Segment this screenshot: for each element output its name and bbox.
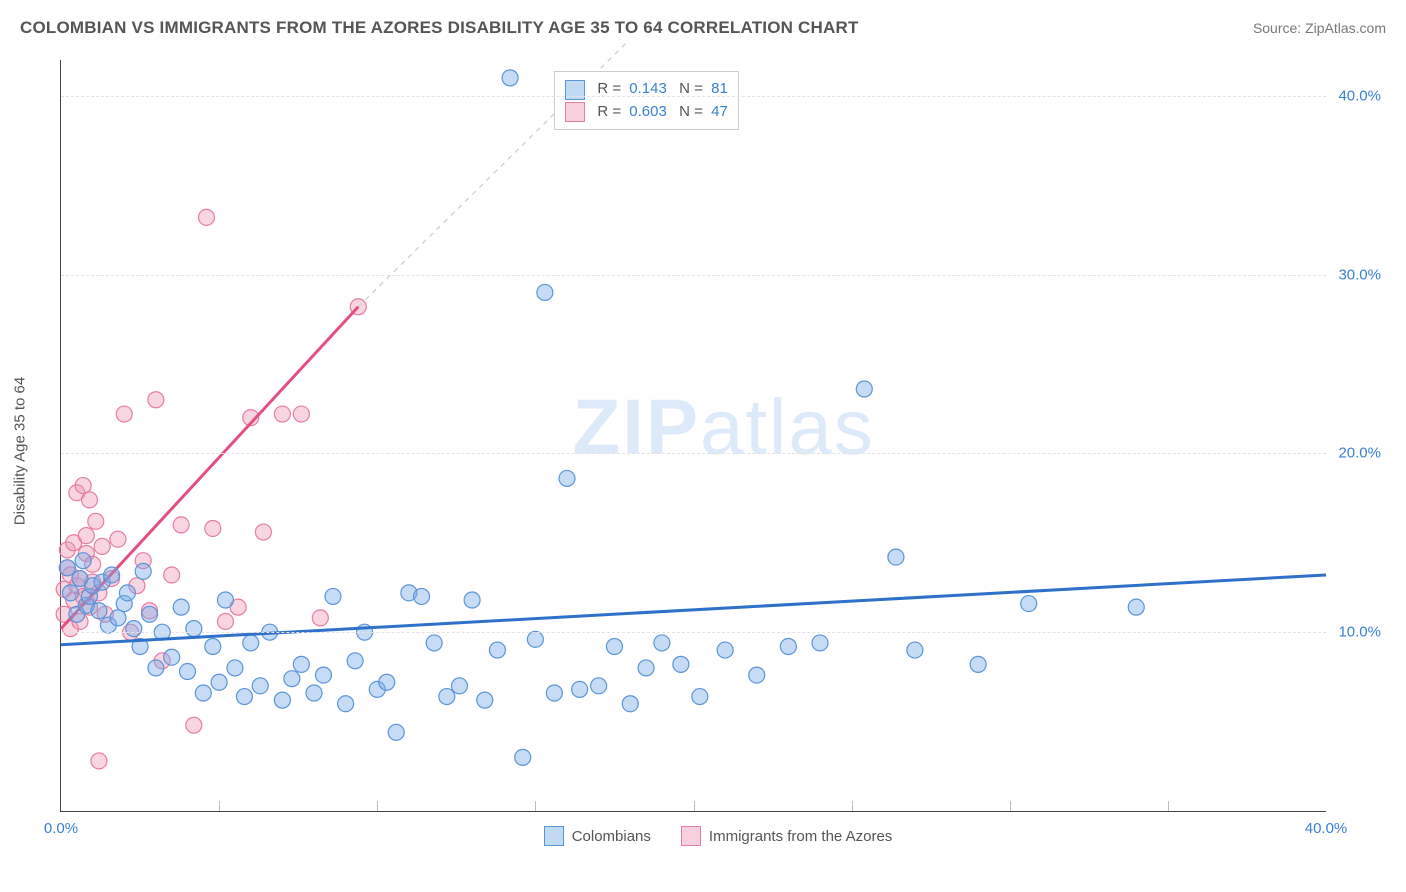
y-tick-label: 30.0% [1331,266,1381,283]
swatch-pink [681,826,701,846]
chart-canvas: Disability Age 35 to 64 ZIPatlas R = 0.1… [50,50,1386,852]
source-link[interactable]: ZipAtlas.com [1305,20,1386,36]
y-tick-label: 20.0% [1331,445,1381,462]
colombians-n: 81 [711,80,728,97]
swatch-pink [565,102,585,122]
legend-label-azores: Immigrants from the Azores [709,828,892,845]
r-label: R = [597,80,621,97]
y-tick-label: 40.0% [1331,87,1381,104]
legend-correlation: R = 0.143 N = 81 R = 0.603 N = 47 [554,71,738,130]
y-axis-label: Disability Age 35 to 64 [12,377,29,525]
y-tick-label: 10.0% [1331,624,1381,641]
r-label: R = [597,103,621,120]
legend-item-colombians: Colombians [544,826,651,846]
plot-area: ZIPatlas R = 0.143 N = 81 R = 0.603 N = … [60,60,1326,812]
colombians-r: 0.143 [629,80,667,97]
n-label: N = [679,103,703,120]
legend-row-azores: R = 0.603 N = 47 [565,101,727,124]
chart-title: COLOMBIAN VS IMMIGRANTS FROM THE AZORES … [20,18,859,38]
legend-label-colombians: Colombians [572,828,651,845]
source-prefix: Source: [1253,20,1305,36]
legend-item-azores: Immigrants from the Azores [681,826,892,846]
legend-row-colombians: R = 0.143 N = 81 [565,78,727,101]
source-attribution: Source: ZipAtlas.com [1253,20,1386,36]
chart-header: COLOMBIAN VS IMMIGRANTS FROM THE AZORES … [20,18,1386,38]
azores-r: 0.603 [629,103,667,120]
bottom-legend: Colombians Immigrants from the Azores [50,826,1386,846]
swatch-blue [544,826,564,846]
azores-n: 47 [711,103,728,120]
n-label: N = [679,80,703,97]
chart-svg [61,60,1326,811]
